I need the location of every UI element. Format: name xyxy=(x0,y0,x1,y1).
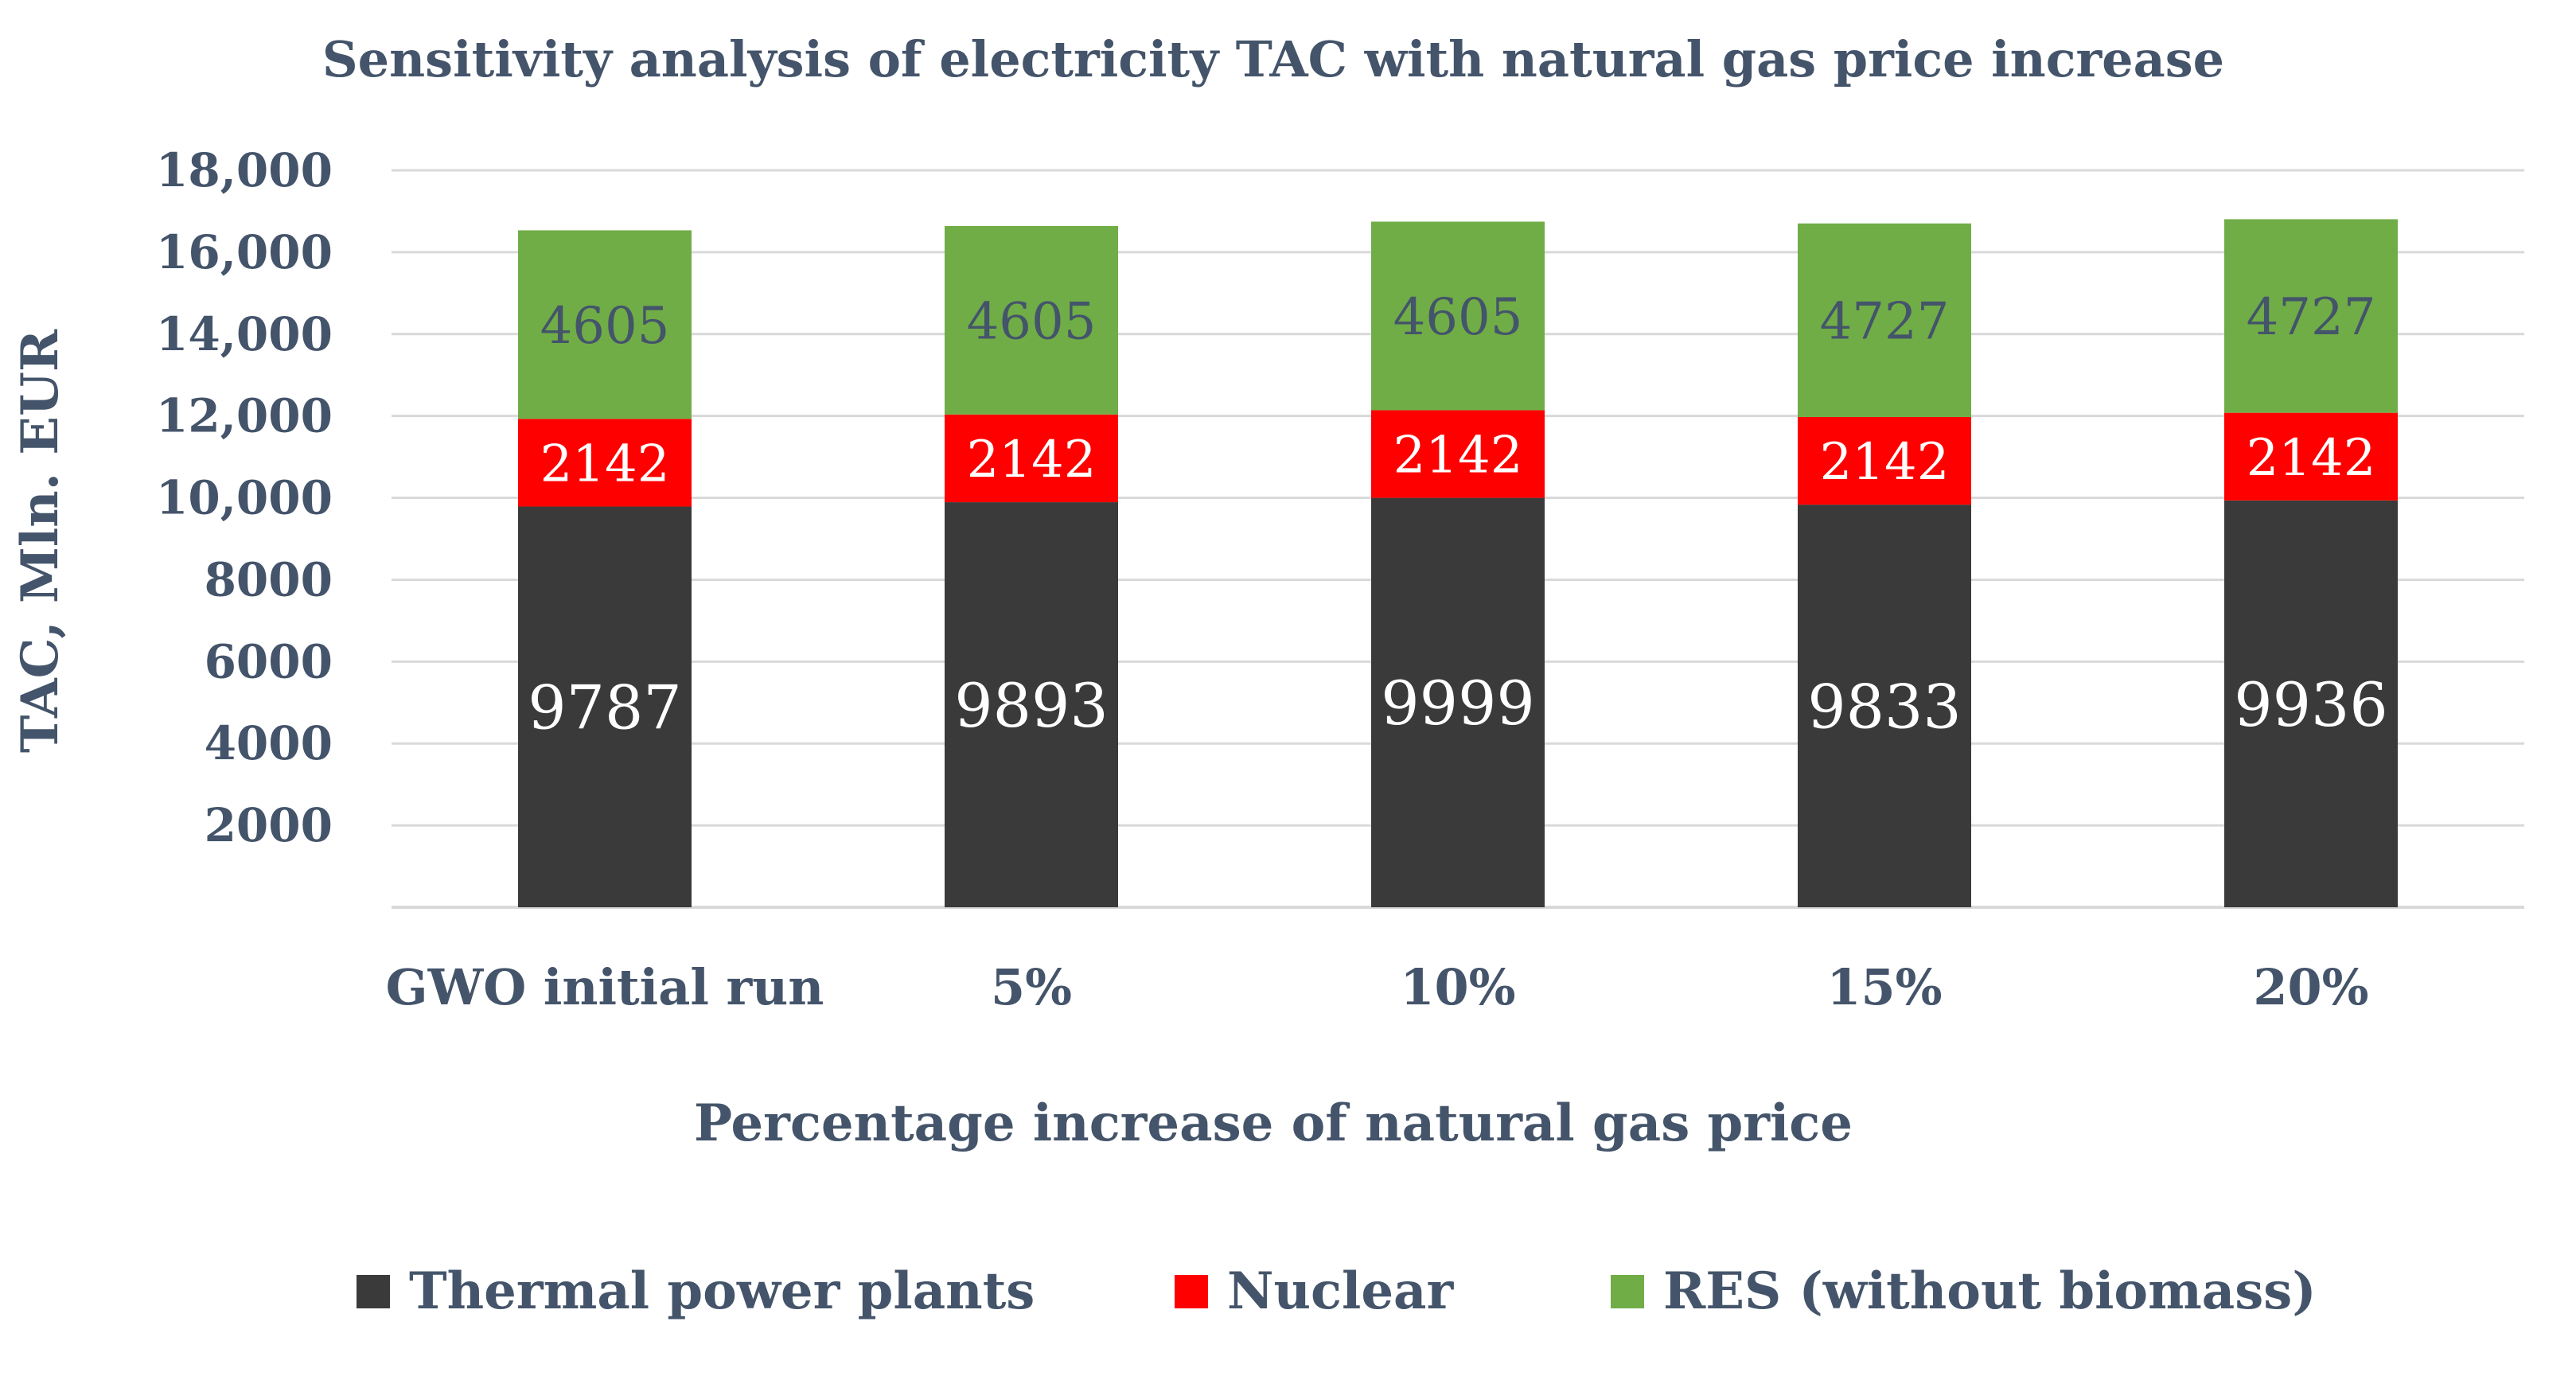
y-tick-label: 12,000 xyxy=(156,389,333,443)
y-tick-label: 18,000 xyxy=(156,143,333,197)
data-label: 9833 xyxy=(1807,671,1961,742)
y-axis-label: TAC, Mln. EUR xyxy=(10,329,70,753)
data-label: 4727 xyxy=(1820,292,1950,351)
legend-label: Thermal power plants xyxy=(409,1261,1035,1321)
data-label: 2142 xyxy=(1820,433,1950,492)
bar-segment xyxy=(518,419,692,507)
data-label: 4605 xyxy=(540,297,670,356)
legend-label: Nuclear xyxy=(1227,1261,1455,1321)
bar-segment xyxy=(2224,412,2398,501)
data-label: 2142 xyxy=(967,431,1097,489)
bar-segment xyxy=(945,225,1118,415)
y-tick-label: 8000 xyxy=(205,552,333,606)
x-axis-label: Percentage increase of natural gas price xyxy=(694,1093,1853,1153)
y-tick-label: 6000 xyxy=(205,634,333,688)
y-tick-label: 14,000 xyxy=(156,307,333,361)
y-axis-ticks: 2000 4000 6000 8000 10,000 12,000 14,000 16,000… xyxy=(156,143,333,852)
bars: 9787 2142 4605 9893 2142 4605 9999 2142 4605 9833… xyxy=(518,219,2398,907)
bar-segment xyxy=(1371,497,1545,907)
legend-swatch xyxy=(1611,1275,1644,1308)
data-label: 9893 xyxy=(954,670,1108,741)
y-tick-label: 4000 xyxy=(205,716,333,770)
data-label: 4605 xyxy=(967,292,1097,351)
legend-swatch xyxy=(357,1275,390,1308)
bar-segment xyxy=(1798,223,1971,417)
x-axis-ticks: GWO initial run 5% 10% 15% 20% xyxy=(386,958,2369,1016)
bar-segment xyxy=(518,230,692,419)
data-label: 4605 xyxy=(1393,288,1523,347)
y-tick-label: 10,000 xyxy=(156,471,333,525)
legend: Thermal power plants Nuclear RES (without … xyxy=(357,1261,2317,1321)
data-label: 2142 xyxy=(540,435,670,493)
legend-label: RES (without biomass) xyxy=(1663,1261,2317,1321)
data-label: 9787 xyxy=(528,672,681,743)
bar-segment xyxy=(945,502,1118,907)
bar-segment xyxy=(2224,500,2398,907)
bar-segment xyxy=(945,414,1118,503)
chart-title: Sensitivity analysis of electricity TAC … xyxy=(322,30,2224,88)
bar-segment xyxy=(1798,505,1971,907)
bar-segment xyxy=(518,506,692,907)
data-label: 9936 xyxy=(2234,669,2387,740)
x-tick-label: 10% xyxy=(1400,958,1515,1016)
legend-swatch xyxy=(1175,1275,1208,1308)
data-label: 2142 xyxy=(1393,427,1523,485)
y-tick-label: 2000 xyxy=(205,798,333,852)
bar-segment xyxy=(1371,221,1545,411)
data-label: 4727 xyxy=(2247,288,2376,347)
data-label: 2142 xyxy=(2247,429,2376,488)
x-tick-label: 15% xyxy=(1826,958,1942,1016)
data-label: 9999 xyxy=(1381,668,1534,739)
x-tick-label: GWO initial run xyxy=(386,958,824,1016)
bar-segment xyxy=(1798,416,1971,505)
bar-segment xyxy=(1371,410,1545,498)
bar-segment xyxy=(2224,219,2398,413)
y-tick-label: 16,000 xyxy=(156,225,333,279)
x-tick-label: 5% xyxy=(991,958,1072,1016)
x-tick-label: 20% xyxy=(2253,958,2368,1016)
